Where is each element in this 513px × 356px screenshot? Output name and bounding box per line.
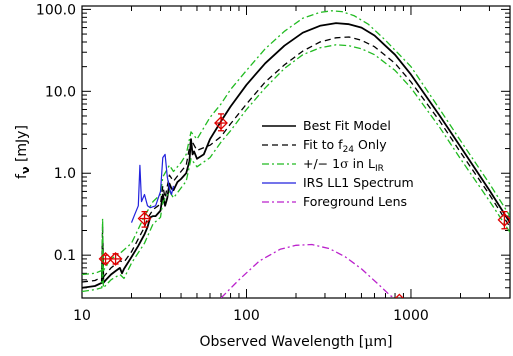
legend-label: +/− 1σ in LIR — [303, 156, 384, 174]
legend-entry-sigma: +/− 1σ in LIR — [262, 156, 384, 174]
data-point — [497, 210, 510, 230]
data-point — [214, 113, 228, 132]
axis-ticks — [81, 6, 511, 299]
legend-label: Best Fit Model — [303, 118, 391, 133]
y-tick-label: 10.0 — [45, 84, 76, 100]
x-axis-label-part: Observed Wavelength [ — [200, 334, 365, 350]
diamond-marker — [98, 251, 113, 266]
series-sigma_lo — [82, 44, 510, 293]
legend-entry-lens: Foreground Lens — [262, 194, 407, 209]
legend-label-part: Foreground Lens — [303, 194, 407, 209]
series-best — [82, 22, 510, 289]
legend-subscript: 24 — [343, 145, 355, 155]
x-tick-labels: 10 100 1000 — [73, 308, 429, 324]
y-axis-label-nu: ν — [19, 167, 32, 175]
series-sigma_hi — [82, 10, 510, 276]
legend-label-part: +/− 1 — [303, 156, 340, 171]
legend-entry-irs: IRS LL1 Spectrum — [262, 175, 414, 190]
legend-subscript: IR — [375, 164, 384, 174]
series-f24 — [82, 36, 510, 283]
data-point — [137, 210, 152, 228]
legend-label: IRS LL1 Spectrum — [303, 175, 414, 190]
legend-label-part: IRS LL1 Spectrum — [303, 175, 414, 190]
y-tick-labels: 0.1 1.0 10.0 100.0 — [36, 2, 76, 264]
diamond-marker — [108, 251, 123, 266]
y-tick-label: 0.1 — [54, 248, 76, 264]
series-lens — [220, 243, 396, 298]
y-axis-label-part: [mJy] — [14, 125, 30, 166]
data-markers — [98, 113, 510, 298]
legend-label: Foreground Lens — [303, 194, 407, 209]
legend-label-part: Fit to f — [303, 137, 343, 152]
x-tick-label: 100 — [233, 308, 260, 324]
legend-label-part: Only — [354, 137, 387, 152]
x-axis-label: Observed Wavelength [μm] — [200, 334, 393, 350]
x-tick-label: 1000 — [393, 308, 429, 324]
y-axis-label-part: f — [14, 173, 30, 179]
y-axis-label: fν [mJy] — [14, 125, 32, 179]
legend-entry-best: Best Fit Model — [262, 118, 391, 133]
diamond-marker — [497, 212, 510, 227]
x-tick-label: 10 — [73, 308, 91, 324]
diamond-marker — [137, 211, 152, 226]
y-tick-label: 100.0 — [36, 2, 76, 18]
diamond-marker — [214, 116, 228, 130]
x-axis-label-mu: μ — [364, 334, 373, 350]
legend-label-part: Best Fit Model — [303, 118, 391, 133]
data-point — [108, 251, 123, 266]
legend-sigma: σ — [340, 156, 349, 171]
series-layer — [82, 10, 510, 298]
plot-frame — [81, 5, 511, 299]
data-point — [98, 251, 113, 266]
series-irs — [130, 153, 175, 223]
legend-label-part: in L — [349, 156, 375, 171]
legend-entry-f24: Fit to f24 Only — [262, 137, 387, 155]
x-axis-label-part: m] — [373, 334, 392, 350]
legend-label: Fit to f24 Only — [303, 137, 387, 155]
y-tick-label: 1.0 — [54, 166, 76, 182]
